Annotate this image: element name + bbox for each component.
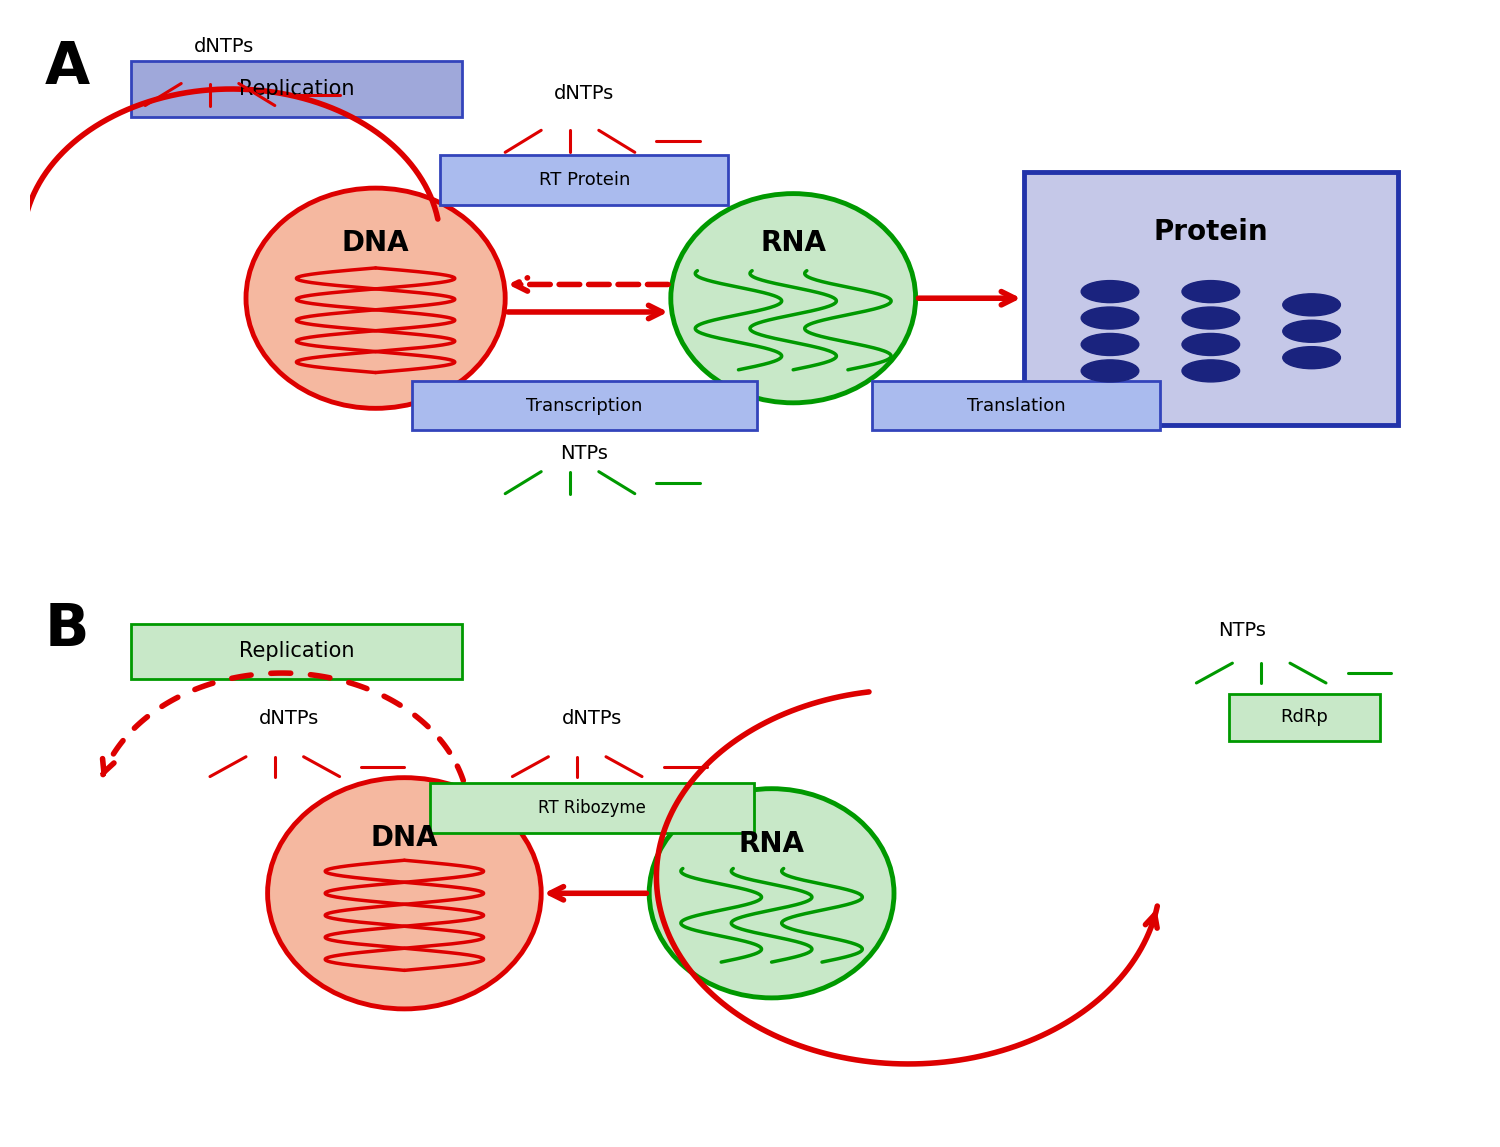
- Ellipse shape: [670, 194, 915, 403]
- Circle shape: [1282, 294, 1341, 315]
- Circle shape: [1082, 281, 1138, 303]
- Text: dNTPs: dNTPs: [195, 37, 255, 56]
- Circle shape: [1182, 307, 1239, 329]
- Circle shape: [1082, 334, 1138, 356]
- Text: NTPs: NTPs: [1218, 621, 1266, 640]
- Text: NTPs: NTPs: [561, 444, 609, 463]
- Text: dNTPs: dNTPs: [555, 84, 615, 103]
- Circle shape: [1182, 334, 1239, 356]
- Text: RdRp: RdRp: [1281, 708, 1329, 726]
- Ellipse shape: [267, 778, 542, 1009]
- Text: RT Ribozyme: RT Ribozyme: [537, 799, 645, 817]
- FancyBboxPatch shape: [873, 381, 1161, 430]
- Text: DNA: DNA: [342, 229, 410, 257]
- FancyBboxPatch shape: [1023, 172, 1398, 424]
- Text: Protein: Protein: [1154, 218, 1268, 247]
- FancyBboxPatch shape: [130, 624, 462, 679]
- Text: Transcription: Transcription: [526, 397, 642, 414]
- FancyBboxPatch shape: [429, 783, 753, 833]
- FancyBboxPatch shape: [411, 381, 758, 430]
- Text: RNA: RNA: [738, 829, 804, 858]
- Text: dNTPs: dNTPs: [260, 709, 320, 728]
- FancyBboxPatch shape: [441, 155, 729, 204]
- Text: Translation: Translation: [968, 397, 1065, 414]
- Circle shape: [1182, 281, 1239, 303]
- Text: Replication: Replication: [238, 79, 354, 99]
- Circle shape: [1082, 307, 1138, 329]
- FancyBboxPatch shape: [1228, 694, 1380, 741]
- Circle shape: [1282, 346, 1341, 368]
- Circle shape: [1182, 360, 1239, 382]
- Text: RT Protein: RT Protein: [538, 171, 630, 189]
- Text: DNA: DNA: [370, 825, 438, 852]
- Text: A: A: [45, 39, 90, 96]
- Text: B: B: [45, 601, 88, 658]
- Ellipse shape: [650, 789, 894, 998]
- Circle shape: [1082, 360, 1138, 382]
- Text: dNTPs: dNTPs: [561, 709, 621, 728]
- Circle shape: [1282, 320, 1341, 342]
- Text: Replication: Replication: [238, 641, 354, 661]
- Ellipse shape: [246, 188, 506, 408]
- FancyBboxPatch shape: [130, 62, 462, 117]
- Text: RNA: RNA: [760, 229, 826, 257]
